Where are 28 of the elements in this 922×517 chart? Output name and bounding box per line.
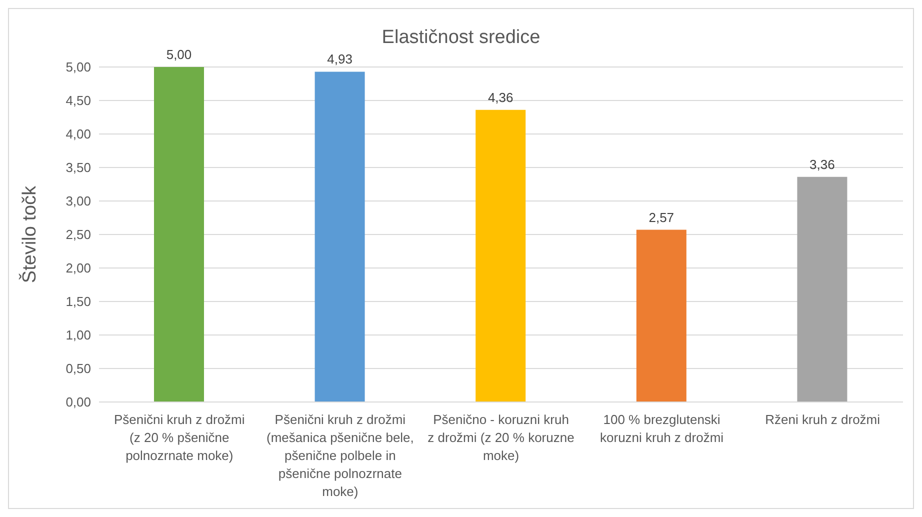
chart-title: Elastičnost sredice [382, 27, 540, 48]
data-label: 4,93 [327, 52, 352, 67]
y-axis-title: Število točk [18, 185, 41, 284]
bar [476, 110, 526, 402]
y-tick-label: 3,50 [66, 160, 91, 176]
y-tick-label: 5,00 [66, 60, 91, 75]
y-tick-label: 0,50 [66, 361, 91, 376]
x-tick-label: Pšenično - koruzni kruh z drožmi (z 20 % koruzne moke) [428, 412, 574, 463]
y-tick-label: 3,00 [66, 194, 91, 209]
y-tick-label: 4,00 [66, 126, 91, 142]
y-tick-label: 1,50 [66, 294, 91, 310]
bar [797, 176, 848, 402]
data-label: 3,36 [810, 156, 835, 172]
x-tick-label: Pšenični kruh z drožmi (mešanica pšenične bele, pšenične polbele in pšenične polnozrnate moke) [266, 412, 414, 499]
data-label: 5,00 [166, 47, 192, 62]
bar [636, 230, 686, 402]
y-tick-label: 2,00 [66, 260, 91, 276]
y-tick-label: 0,00 [66, 394, 91, 410]
y-tick-label: 4,50 [66, 93, 91, 108]
x-tick-label: Pšenični kruh z drožmi (z 20 % pšenične polnozrnate moke) [114, 412, 245, 463]
y-tick-label: 1,00 [66, 328, 91, 343]
bar [154, 67, 204, 402]
data-label: 2,57 [648, 210, 674, 225]
bar [314, 72, 365, 402]
data-label: 4,36 [488, 90, 514, 105]
x-tick-label: Rženi kruh z drožmi [765, 412, 880, 427]
x-tick-label: 100 % brezglutenski koruzni kruh z drožmi [600, 412, 724, 445]
y-tick-label: 2,50 [66, 227, 91, 242]
